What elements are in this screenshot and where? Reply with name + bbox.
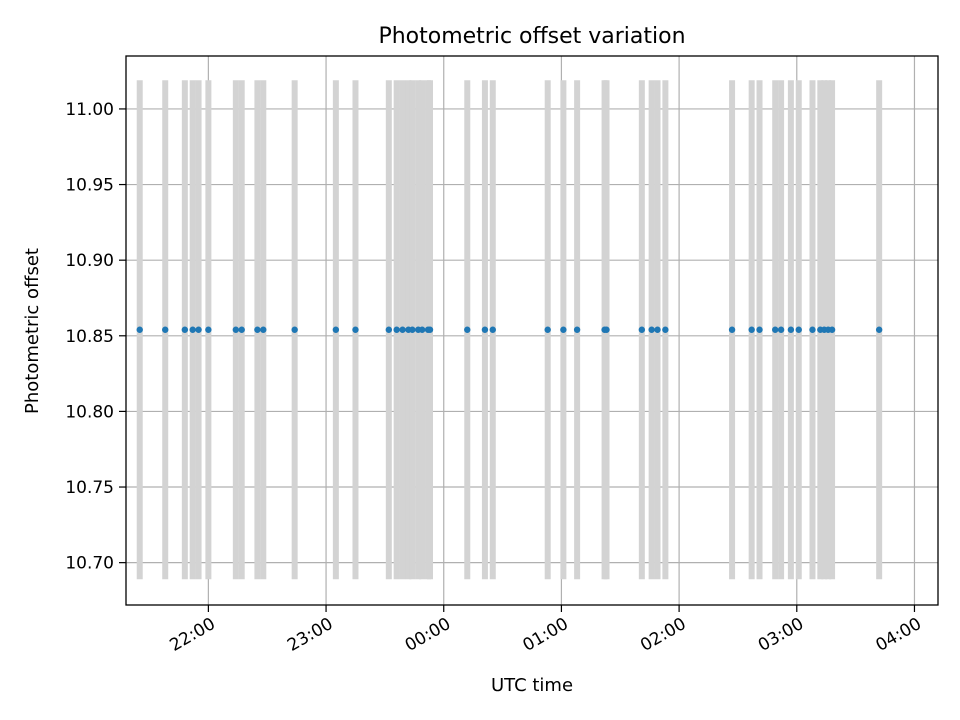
plot-frame xyxy=(125,55,939,606)
data-point-41 xyxy=(809,326,816,333)
data-point-3 xyxy=(189,326,196,333)
y-tick-label-5: 10.95 xyxy=(65,176,114,196)
data-point-33 xyxy=(662,326,669,333)
data-point-26 xyxy=(560,326,567,333)
data-point-17 xyxy=(409,326,416,333)
data-point-8 xyxy=(254,326,261,333)
y-tick-label-3: 10.85 xyxy=(65,327,114,347)
data-point-10 xyxy=(291,326,298,333)
y-tick-label-2: 10.80 xyxy=(65,402,114,422)
data-point-12 xyxy=(352,326,359,333)
data-point-2 xyxy=(181,326,189,333)
data-point-24 xyxy=(489,326,496,333)
data-point-19 xyxy=(418,326,426,333)
data-point-27 xyxy=(573,326,581,333)
data-point-23 xyxy=(481,326,489,333)
data-point-21 xyxy=(426,326,434,333)
y-tick-label-4: 10.90 xyxy=(65,251,114,271)
data-point-15 xyxy=(399,326,406,333)
y-tick-label-1: 10.75 xyxy=(65,478,114,498)
data-point-35 xyxy=(748,326,755,333)
y-tick-label-6: 11.00 xyxy=(65,100,114,120)
data-point-25 xyxy=(544,326,551,333)
x-axis-label: UTC time xyxy=(491,675,573,696)
data-point-31 xyxy=(648,326,655,333)
data-point-46 xyxy=(875,326,883,333)
data-point-0 xyxy=(136,326,143,333)
data-point-32 xyxy=(654,326,661,333)
data-point-40 xyxy=(795,326,802,333)
data-point-29 xyxy=(603,326,610,333)
data-point-5 xyxy=(205,326,212,333)
data-point-34 xyxy=(728,326,736,333)
y-axis-ticks: 10.70 10.75 10.80 10.85 10.90 10.95 11.00 xyxy=(65,100,126,574)
data-point-4 xyxy=(195,326,202,333)
data-points xyxy=(136,326,883,333)
data-point-37 xyxy=(772,326,779,333)
data-point-22 xyxy=(464,326,471,333)
data-point-7 xyxy=(238,326,245,333)
y-tick-label-0: 10.70 xyxy=(65,554,114,574)
data-point-13 xyxy=(385,326,393,333)
data-point-6 xyxy=(232,326,240,333)
chart-title: Photometric offset variation xyxy=(378,24,685,49)
data-point-1 xyxy=(162,326,169,333)
data-point-14 xyxy=(393,326,400,333)
data-point-36 xyxy=(756,326,763,333)
data-point-30 xyxy=(638,326,646,333)
data-point-9 xyxy=(260,326,267,333)
data-point-11 xyxy=(332,326,340,333)
data-point-39 xyxy=(787,326,795,333)
data-point-45 xyxy=(828,326,836,333)
data-point-38 xyxy=(777,326,785,333)
y-axis-label: Photometric offset xyxy=(22,248,43,414)
